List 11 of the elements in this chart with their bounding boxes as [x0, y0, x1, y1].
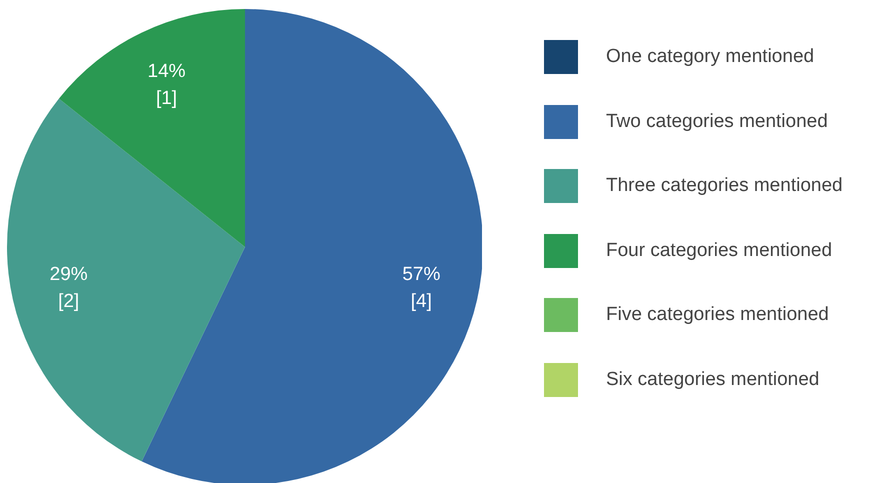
- pie-slice: [142, 9, 482, 483]
- data-label: 57% [4]: [402, 264, 440, 312]
- data-label: 14% [1]: [148, 61, 186, 110]
- legend-label: One category mentioned: [606, 46, 814, 68]
- legend-label: Five categories mentioned: [606, 304, 829, 326]
- legend-label: Four categories mentioned: [606, 240, 832, 262]
- legend-label: Three categories mentioned: [606, 175, 843, 198]
- pie-slice: [58, 9, 245, 247]
- legend-label: Two categories mentioned: [606, 110, 828, 133]
- legend-label: Six categories mentioned: [606, 368, 820, 391]
- data-label: 29% [2]: [50, 264, 88, 312]
